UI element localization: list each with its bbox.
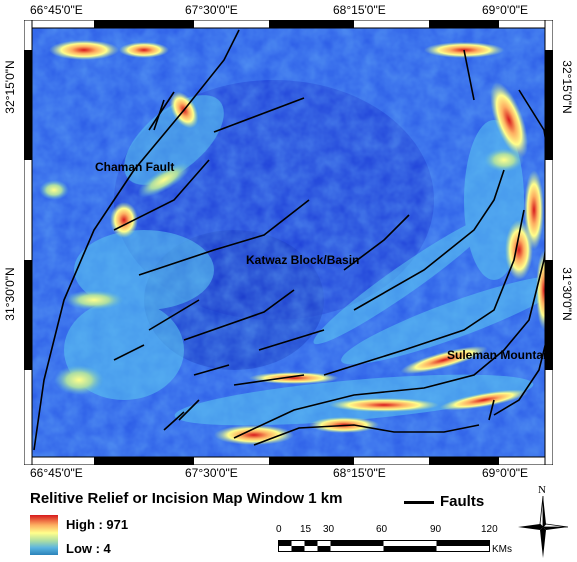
top-coord-3: 68°15'0"E (333, 3, 386, 17)
map-frame (23, 19, 567, 466)
legend-high: High : 971 (66, 517, 129, 532)
legend-title: Relitive Relief or Incision Map Window 1… (30, 490, 343, 507)
right-coord-2: 31°30'0"N (560, 267, 574, 321)
scale-tick-30: 30 (323, 524, 335, 535)
compass-icon (518, 496, 568, 558)
legend-low: Low : 4 (66, 541, 111, 556)
scale-unit: KMs (492, 544, 512, 555)
fault-legend-label: Faults (440, 493, 485, 510)
right-coord-1: 32°15'0"N (560, 60, 574, 114)
katwaz-basin-label: Katwaz Block/Basin (246, 253, 360, 267)
top-coord-4: 69°0'0"E (482, 3, 529, 17)
scale-tick-90: 90 (430, 524, 442, 535)
north-label: N (538, 484, 546, 496)
scale-tick-15: 15 (300, 524, 312, 535)
left-coord-1: 32°15'0"N (3, 60, 17, 114)
color-ramp (30, 515, 58, 555)
top-coord-1: 66°45'0"E (30, 3, 83, 17)
chaman-fault-label: Chaman Fault (95, 160, 175, 174)
bottom-coord-4: 69°0'0"E (482, 466, 529, 480)
bottom-coord-1: 66°45'0"E (30, 466, 83, 480)
relief-raster (23, 19, 567, 466)
bottom-coord-3: 68°15'0"E (333, 466, 386, 480)
scale-tick-60: 60 (376, 524, 388, 535)
bottom-coord-2: 67°30'0"E (185, 466, 238, 480)
scale-tick-120: 120 (481, 524, 498, 535)
north-arrow: N (518, 484, 568, 559)
suleman-mountain-label: Suleman Mountain (447, 348, 554, 362)
left-coord-2: 31°30'0"N (3, 267, 17, 321)
scale-bar-blocks (278, 540, 490, 552)
graticule-border (23, 19, 554, 466)
fault-legend-line (404, 501, 434, 504)
scale-tick-0: 0 (276, 524, 282, 535)
top-coord-2: 67°30'0"E (185, 3, 238, 17)
